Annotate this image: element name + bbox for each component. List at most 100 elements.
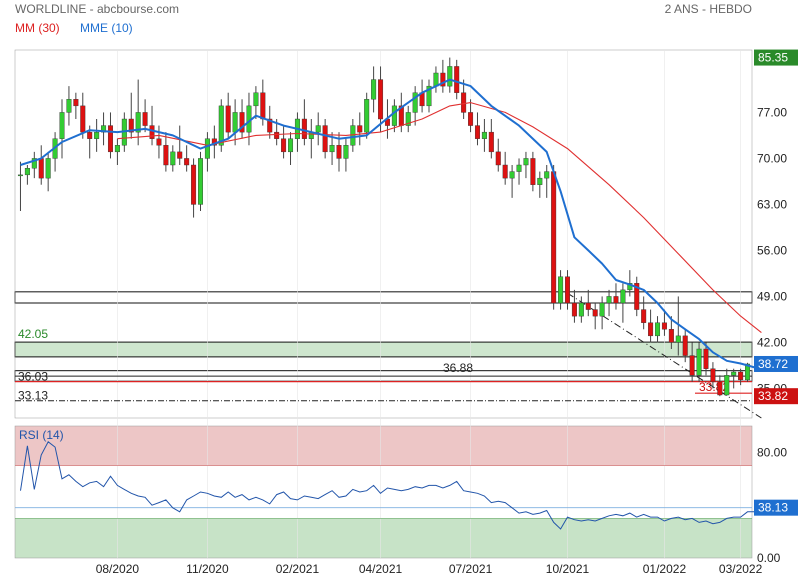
price-badge-high-bg (754, 49, 798, 66)
candle-body (447, 66, 453, 87)
candle-body (627, 283, 633, 291)
candle-body (177, 151, 183, 159)
candle-body (648, 322, 654, 337)
candle-body (516, 164, 522, 172)
candle-body (578, 302, 584, 317)
candle-body (149, 125, 155, 139)
candle-body (745, 363, 751, 381)
x-tick-label: 11/2020 (186, 562, 229, 576)
candle-body (59, 112, 65, 139)
candle-body (45, 158, 51, 179)
rsi-oversold-zone (15, 518, 752, 558)
level-label-36-03: 36.03 (18, 370, 48, 384)
candle-body (73, 99, 79, 107)
candle-body (80, 105, 86, 133)
candle-body (606, 296, 612, 304)
candle-body (170, 151, 176, 166)
price-badge-low-bg (754, 388, 798, 405)
price-panel-frame (14, 49, 753, 419)
rsi-badge-bg (754, 499, 798, 516)
candle-body (731, 371, 737, 376)
candle-body (585, 302, 591, 310)
candle-body (502, 164, 508, 179)
candle-body (343, 145, 349, 159)
candle-body (474, 125, 480, 139)
candle-body (87, 131, 93, 139)
candle-body (530, 158, 536, 185)
candle-body (128, 118, 134, 133)
candle-body (142, 112, 148, 126)
rsi-overbought-zone (15, 426, 752, 466)
x-tick-label: 07/2021 (449, 562, 493, 576)
candle-body (288, 138, 294, 153)
candle-body (94, 131, 100, 139)
candle-body (66, 99, 72, 113)
rsi-panel-frame (14, 425, 753, 559)
candle-body (38, 158, 44, 179)
candle-body (225, 105, 231, 133)
candle-body (655, 322, 661, 337)
y-tick-label: 70.00 (757, 151, 787, 165)
rsi-badge-last: 38.13 (758, 501, 788, 515)
candle-body (433, 72, 439, 87)
rsi-label: RSI (14) (19, 428, 64, 442)
candle-body (571, 302, 577, 317)
candle-body (738, 371, 744, 381)
candle-body (668, 329, 674, 343)
price-badge-high: 85.35 (758, 51, 788, 65)
candle-body (454, 66, 460, 93)
candle-body (703, 348, 709, 369)
price-badge-last-bg (754, 355, 798, 372)
candle-body (253, 92, 259, 107)
y-tick-label: 56.00 (757, 243, 787, 257)
candle-body (551, 171, 557, 304)
candle-body (717, 381, 723, 396)
candle-body (696, 348, 702, 376)
price-badge-last: 38.72 (758, 357, 788, 371)
candle-body (641, 309, 647, 323)
candle-body (135, 112, 141, 133)
rsi-y-tick-label: 0.00 (757, 551, 781, 565)
candle-body (620, 289, 626, 304)
legend-ema10: MME (10) (80, 21, 133, 35)
candle-body (378, 79, 384, 120)
price-badge-low: 33.82 (758, 389, 788, 403)
candle-body (281, 138, 287, 153)
x-tick-label: 04/2021 (359, 562, 403, 576)
candle-body (565, 276, 571, 304)
rsi-y-tick-label: 80.00 (757, 445, 787, 459)
candle-body (426, 85, 432, 107)
candle-body (481, 131, 487, 139)
y-tick-label: 77.00 (757, 105, 787, 119)
candle-body (17, 174, 23, 177)
candle-body (391, 105, 397, 126)
candle-body (329, 145, 335, 153)
candle-body (184, 158, 190, 166)
candle-body (322, 125, 328, 153)
candle-body (107, 125, 113, 153)
candle-body (488, 131, 494, 153)
level-label-36-88: 36.88 (443, 361, 473, 375)
candle-body (315, 125, 321, 133)
candle-body (232, 112, 238, 133)
candle-body (191, 164, 197, 205)
candle-body (724, 375, 730, 396)
candle-body (661, 322, 667, 330)
y-tick-label: 49.00 (757, 289, 787, 303)
candle-body (523, 158, 529, 166)
candle-body (31, 158, 37, 169)
x-tick-label: 01/2022 (643, 562, 687, 576)
price-zone-1 (14, 341, 753, 358)
price-zone-0 (14, 291, 753, 304)
candle-body (599, 302, 605, 317)
level-label-42-05: 42.05 (18, 327, 48, 341)
chart-source-title: WORLDLINE - abcbourse.com (15, 2, 180, 16)
candle-body (509, 171, 515, 179)
candle-body (682, 335, 688, 356)
y-tick-label: 42.00 (757, 335, 787, 349)
x-tick-label: 08/2020 (96, 562, 140, 576)
candle-body (412, 92, 418, 113)
candle-body (634, 283, 640, 310)
level-label-33-13: 33.13 (18, 389, 48, 403)
candle-body (24, 168, 30, 176)
